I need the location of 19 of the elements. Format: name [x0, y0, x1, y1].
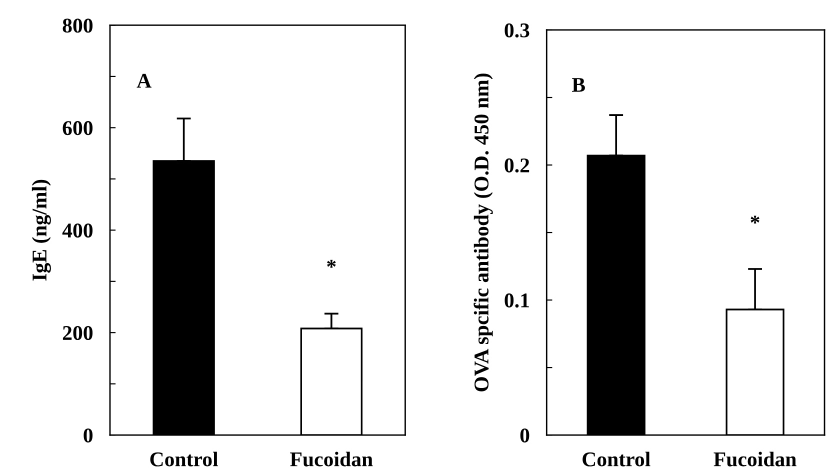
- annotation: A: [136, 74, 152, 88]
- y-tick-label: 400: [62, 224, 93, 238]
- y-tick-label: 0.1: [504, 293, 529, 308]
- y-tick-label: 600: [62, 121, 93, 136]
- annotation: *: [750, 216, 760, 224]
- y-axis-title: OVA spcific antibody (O.D. 450 nm): [474, 74, 493, 392]
- y-tick-label: 0: [84, 428, 93, 442]
- annotation: *: [327, 260, 336, 268]
- y-tick-label: 200: [62, 326, 93, 340]
- y-tick-label: 0.3: [504, 23, 530, 38]
- annotation: B: [572, 78, 585, 92]
- y-axis-title: IgE (ng/ml): [32, 180, 51, 281]
- y-tick-label: 0: [520, 428, 530, 442]
- x-tick-label: Fucoidan: [290, 452, 373, 466]
- x-tick-label: Control: [582, 452, 650, 466]
- y-tick-label: 0.2: [504, 158, 530, 173]
- x-tick-label: Control: [150, 452, 218, 466]
- x-tick-label: Fucoidan: [714, 452, 796, 466]
- y-tick-label: 800: [62, 18, 93, 33]
